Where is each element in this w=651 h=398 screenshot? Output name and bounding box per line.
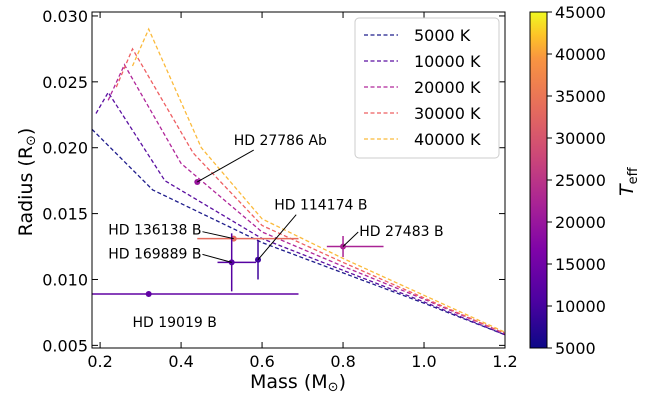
colorbar <box>529 11 548 349</box>
x-tick-label: 1.0 <box>411 352 436 371</box>
y-axis-label: Radius (R⊙) <box>15 128 39 237</box>
y-tick-label: 0.025 <box>42 73 88 92</box>
annotation-arrow <box>257 214 297 261</box>
legend: 5000 K 10000 K 20000 K 30000 K 40000 K <box>354 17 500 159</box>
colorbar-tick-label: 40000 <box>555 45 606 64</box>
legend-label-2: 20000 K <box>414 78 481 97</box>
star-label-4: HD 169889 B <box>108 246 201 262</box>
legend-label-0: 5000 K <box>414 26 471 45</box>
annotation-arrow <box>197 149 254 183</box>
plot-area-frame <box>91 11 506 349</box>
colorbar-tick-label: 30000 <box>555 129 606 148</box>
star-point-5 <box>92 290 299 297</box>
star-label-2: HD 27483 B <box>359 224 443 240</box>
colorbar-tick-label: 10000 <box>555 297 606 316</box>
annotation-arrow <box>342 231 359 247</box>
series-line-2 <box>107 63 505 335</box>
legend-label-4: 40000 K <box>414 130 481 149</box>
star-label-1: HD 114174 B <box>274 198 367 214</box>
x-tick-label: 0.8 <box>330 352 355 371</box>
x-axis-label: Mass (M⊙) <box>250 371 346 395</box>
colorbar-tick-label: 5000 <box>555 339 596 358</box>
x-tick-label: 1.2 <box>492 352 517 371</box>
series-line-0 <box>92 128 505 336</box>
legend-label-1: 10000 K <box>414 52 481 71</box>
star-label-5: HD 19019 B <box>132 315 216 331</box>
y-tick-label: 0.015 <box>42 205 88 224</box>
x-tick-label: 0.6 <box>249 352 274 371</box>
star-marker <box>145 290 152 297</box>
colorbar-tick-label: 25000 <box>555 171 606 190</box>
colorbar-tick-label: 45000 <box>555 3 606 22</box>
colorbar-tick-label: 20000 <box>555 213 606 232</box>
legend-label-3: 30000 K <box>414 104 481 123</box>
series-line-3 <box>115 47 505 335</box>
annotation-arrow <box>202 231 234 240</box>
colorbar-tick-label: 15000 <box>555 255 606 274</box>
annotation-arrow <box>202 253 232 263</box>
y-tick-label: 0.005 <box>42 336 88 355</box>
series-line-4 <box>131 27 505 333</box>
legend-box <box>354 17 500 159</box>
y-tick-label: 0.020 <box>42 139 88 158</box>
star-label-3: HD 136138 B <box>108 223 201 239</box>
colorbar-label: Teff <box>616 166 641 196</box>
y-tick-label: 0.010 <box>42 270 88 289</box>
star-label-0: HD 27786 Ab <box>234 133 327 149</box>
x-tick-label: 0.2 <box>87 352 112 371</box>
star-point-4 <box>217 233 256 292</box>
colorbar-tick-label: 35000 <box>555 87 606 106</box>
x-tick-label: 0.4 <box>168 352 193 371</box>
y-tick-label: 0.030 <box>42 7 88 26</box>
